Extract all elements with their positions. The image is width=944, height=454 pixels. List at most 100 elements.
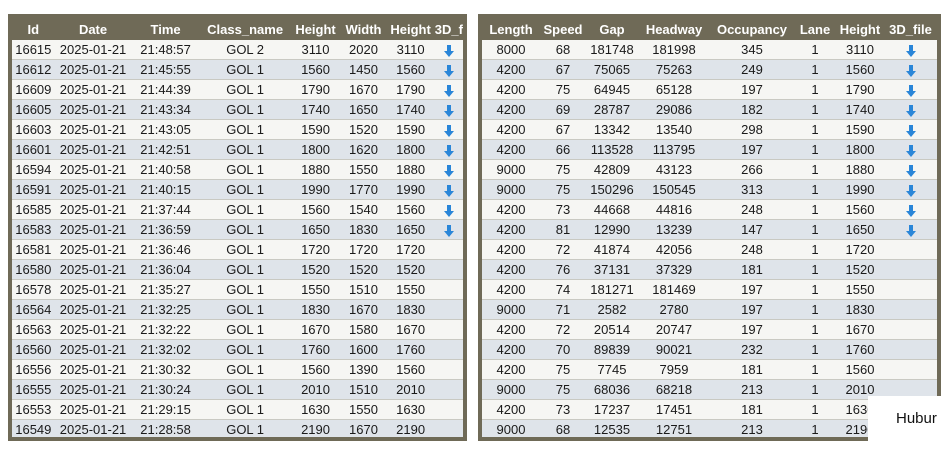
column-header[interactable]: Date <box>54 18 132 40</box>
column-header[interactable]: 3D_f <box>434 18 463 40</box>
table-row[interactable]: 9000 75 150296 150545 313 1 1990 <box>482 179 937 200</box>
table-row[interactable]: 8000 68 181748 181998 345 1 3110 <box>482 40 937 60</box>
download-arrow-icon[interactable] <box>905 84 916 97</box>
download-arrow-icon[interactable] <box>443 184 454 197</box>
table-row[interactable]: 16605 2025-01-21 21:43:34 GOL 1 1740 1650 1740 <box>12 99 463 120</box>
cell-id: 16581 <box>12 239 55 260</box>
download-cell[interactable] <box>434 119 463 140</box>
table-row[interactable]: 4200 75 64945 65128 197 1 1790 <box>482 79 937 100</box>
table-row[interactable]: 4200 72 20514 20747 197 1 1670 <box>482 319 937 340</box>
download-cell[interactable] <box>884 159 937 180</box>
table-row[interactable]: 16555 2025-01-21 21:30:24 GOL 1 2010 1510 2010 <box>12 379 463 400</box>
download-arrow-icon[interactable] <box>905 104 916 117</box>
column-header[interactable]: Id <box>12 18 55 40</box>
table-row[interactable]: 16585 2025-01-21 21:37:44 GOL 1 1560 1540 1560 <box>12 199 463 220</box>
table-row[interactable]: 4200 67 13342 13540 298 1 1590 <box>482 119 937 140</box>
download-cell[interactable] <box>884 79 937 100</box>
column-header[interactable]: Occupancy <box>710 18 794 40</box>
download-cell[interactable] <box>884 40 937 60</box>
table-row[interactable]: 4200 73 44668 44816 248 1 1560 <box>482 199 937 220</box>
download-cell[interactable] <box>884 219 937 240</box>
cell-gap: 20514 <box>586 319 638 340</box>
table-row[interactable]: 16591 2025-01-21 21:40:15 GOL 1 1990 1770 1990 <box>12 179 463 200</box>
download-arrow-icon[interactable] <box>905 124 916 137</box>
table-row[interactable]: 4200 69 28787 29086 182 1 1740 <box>482 99 937 120</box>
download-cell[interactable] <box>884 99 937 120</box>
column-header[interactable]: Gap <box>586 18 638 40</box>
table-row[interactable]: 16553 2025-01-21 21:29:15 GOL 1 1630 1550 1630 <box>12 399 463 420</box>
table-row[interactable]: 4200 67 75065 75263 249 1 1560 <box>482 59 937 80</box>
download-arrow-icon[interactable] <box>443 104 454 117</box>
table-row[interactable]: 9000 75 42809 43123 266 1 1880 <box>482 159 937 180</box>
table-row[interactable]: 16578 2025-01-21 21:35:27 GOL 1 1550 1510 1550 <box>12 279 463 300</box>
table-row[interactable]: 4200 81 12990 13239 147 1 1650 <box>482 219 937 240</box>
download-cell[interactable] <box>884 179 937 200</box>
download-cell[interactable] <box>884 119 937 140</box>
table-row[interactable]: 4200 74 181271 181469 197 1 1550 <box>482 279 937 300</box>
download-arrow-icon[interactable] <box>443 224 454 237</box>
column-header[interactable]: Time <box>131 18 200 40</box>
column-header[interactable]: Lane <box>794 18 836 40</box>
table-row[interactable]: 9000 71 2582 2780 197 1 1830 <box>482 299 937 320</box>
download-cell[interactable] <box>434 40 463 60</box>
download-cell <box>434 319 463 340</box>
download-cell[interactable] <box>434 139 463 160</box>
table-row[interactable]: 16563 2025-01-21 21:32:22 GOL 1 1670 1580 1670 <box>12 319 463 340</box>
download-arrow-icon[interactable] <box>443 84 454 97</box>
table-row[interactable]: 16549 2025-01-21 21:28:58 GOL 1 2190 1670 2190 <box>12 419 463 437</box>
table-row[interactable]: 16594 2025-01-21 21:40:58 GOL 1 1880 1550 1880 <box>12 159 463 180</box>
download-arrow-icon[interactable] <box>905 144 916 157</box>
table-row[interactable]: 16556 2025-01-21 21:30:32 GOL 1 1560 1390 1560 <box>12 359 463 380</box>
column-header[interactable]: Height <box>836 18 884 40</box>
download-arrow-icon[interactable] <box>443 164 454 177</box>
table-row[interactable]: 4200 76 37131 37329 181 1 1520 <box>482 259 937 280</box>
download-arrow-icon[interactable] <box>443 64 454 77</box>
download-arrow-icon[interactable] <box>905 44 916 57</box>
column-header[interactable]: Height <box>290 18 341 40</box>
table-row[interactable]: 16583 2025-01-21 21:36:59 GOL 1 1650 1830 1650 <box>12 219 463 240</box>
download-arrow-icon[interactable] <box>905 164 916 177</box>
download-cell[interactable] <box>434 79 463 100</box>
column-header[interactable]: Height <box>386 18 435 40</box>
table-row[interactable]: 16560 2025-01-21 21:32:02 GOL 1 1760 1600 1760 <box>12 339 463 360</box>
download-arrow-icon[interactable] <box>905 64 916 77</box>
download-cell[interactable] <box>434 179 463 200</box>
cell-date: 2025-01-21 <box>54 319 132 340</box>
table-row[interactable]: 4200 66 113528 113795 197 1 1800 <box>482 139 937 160</box>
download-cell[interactable] <box>434 219 463 240</box>
column-header[interactable]: Length <box>482 18 540 40</box>
table-row[interactable]: 16612 2025-01-21 21:45:55 GOL 1 1560 1450 1560 <box>12 59 463 80</box>
download-arrow-icon[interactable] <box>905 224 916 237</box>
column-header[interactable]: Width <box>340 18 387 40</box>
cell-lane: 1 <box>794 79 836 100</box>
column-header[interactable]: Class_name <box>199 18 291 40</box>
download-arrow-icon[interactable] <box>905 184 916 197</box>
table-row[interactable]: 16601 2025-01-21 21:42:51 GOL 1 1800 1620 1800 <box>12 139 463 160</box>
download-arrow-icon[interactable] <box>443 204 454 217</box>
table-row[interactable]: 4200 75 7745 7959 181 1 1560 <box>482 359 937 380</box>
column-header[interactable]: Headway <box>638 18 710 40</box>
download-cell[interactable] <box>434 199 463 220</box>
download-arrow-icon[interactable] <box>905 204 916 217</box>
column-header[interactable]: 3D_file <box>884 18 937 40</box>
column-header[interactable]: Speed <box>540 18 586 40</box>
download-cell[interactable] <box>434 59 463 80</box>
download-cell[interactable] <box>434 99 463 120</box>
download-arrow-icon[interactable] <box>443 144 454 157</box>
table-row[interactable]: 16615 2025-01-21 21:48:57 GOL 2 3110 2020 3110 <box>12 40 463 60</box>
download-cell[interactable] <box>884 199 937 220</box>
table-row[interactable]: 16580 2025-01-21 21:36:04 GOL 1 1520 1520 1520 <box>12 259 463 280</box>
table-row[interactable]: 16564 2025-01-21 21:32:25 GOL 1 1830 1670 1830 <box>12 299 463 320</box>
download-cell[interactable] <box>884 139 937 160</box>
table-row[interactable]: 9000 75 68036 68218 213 1 2010 <box>482 379 937 400</box>
table-row[interactable]: 4200 72 41874 42056 248 1 1720 <box>482 239 937 260</box>
table-row[interactable]: 4200 70 89839 90021 232 1 1760 <box>482 339 937 360</box>
download-arrow-icon[interactable] <box>443 44 454 57</box>
table-row[interactable]: 16603 2025-01-21 21:43:05 GOL 1 1590 1520 1590 <box>12 119 463 140</box>
download-arrow-icon[interactable] <box>443 124 454 137</box>
table-row[interactable]: 16581 2025-01-21 21:36:46 GOL 1 1720 1720 1720 <box>12 239 463 260</box>
table-row[interactable]: 16609 2025-01-21 21:44:39 GOL 1 1790 1670 1790 <box>12 79 463 100</box>
download-cell[interactable] <box>434 159 463 180</box>
download-cell[interactable] <box>884 59 937 80</box>
download-cell <box>884 259 937 280</box>
